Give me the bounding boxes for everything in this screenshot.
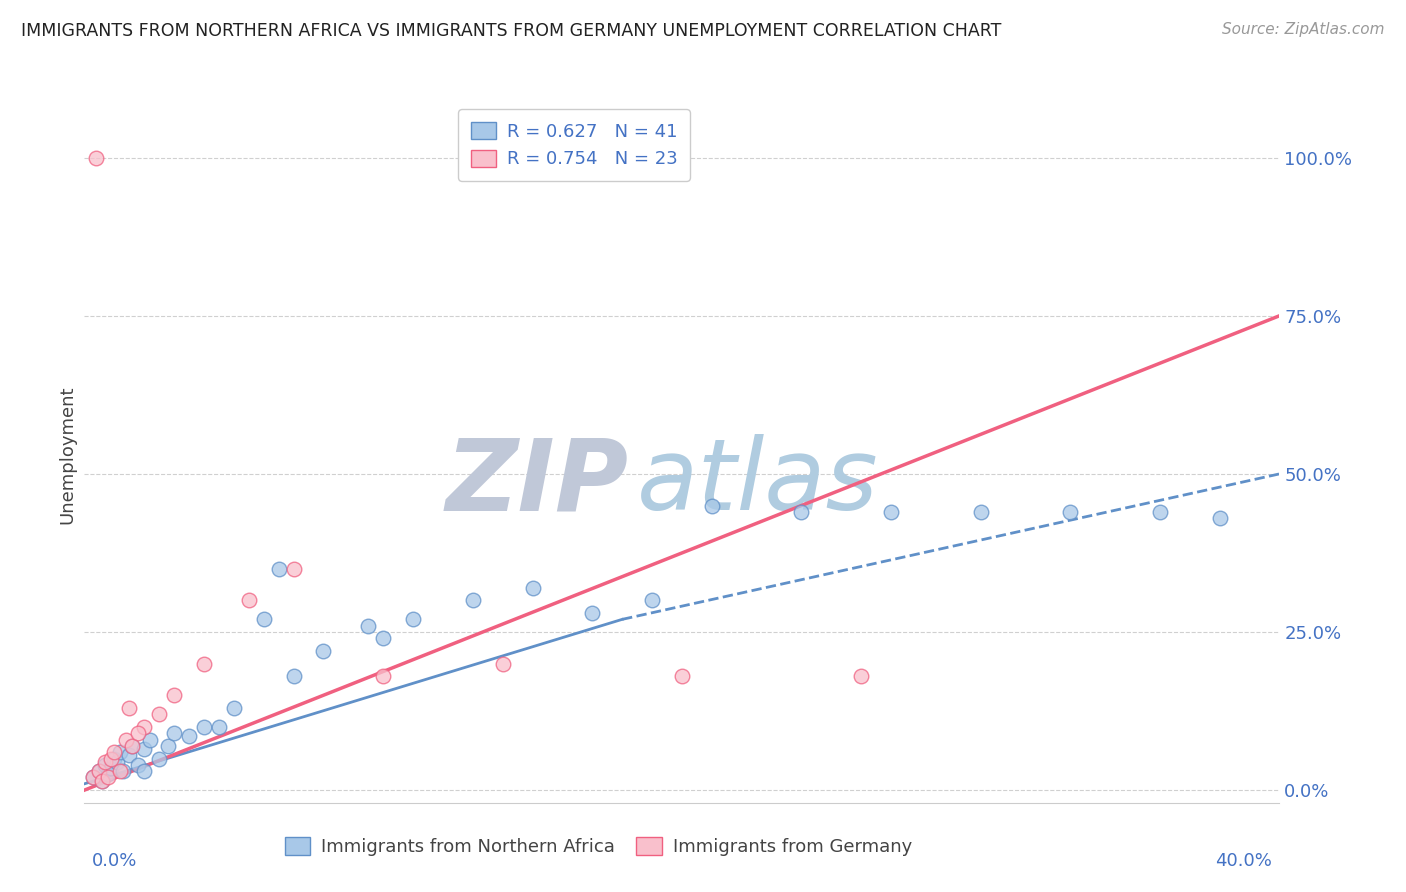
Point — [110, 745, 132, 759]
Point — [89, 764, 111, 779]
Point — [139, 732, 162, 747]
Point — [121, 739, 143, 753]
Point — [970, 505, 993, 519]
Point — [312, 644, 335, 658]
Point — [1209, 511, 1232, 525]
Point — [522, 581, 544, 595]
Point — [118, 701, 141, 715]
Point — [253, 612, 276, 626]
Point — [790, 505, 813, 519]
Legend: Immigrants from Northern Africa, Immigrants from Germany: Immigrants from Northern Africa, Immigra… — [277, 830, 920, 863]
Point — [1059, 505, 1081, 519]
Point — [115, 732, 138, 747]
Y-axis label: Unemployment: Unemployment — [58, 385, 76, 524]
Point — [373, 632, 395, 646]
Point — [94, 755, 117, 769]
Point — [461, 593, 484, 607]
Point — [267, 562, 290, 576]
Point — [163, 688, 186, 702]
Point — [103, 745, 125, 759]
Point — [700, 499, 723, 513]
Point — [208, 720, 231, 734]
Point — [177, 730, 200, 744]
Point — [127, 757, 149, 772]
Point — [100, 751, 122, 765]
Point — [103, 751, 125, 765]
Point — [97, 767, 120, 781]
Point — [100, 761, 122, 775]
Text: Source: ZipAtlas.com: Source: ZipAtlas.com — [1222, 22, 1385, 37]
Point — [222, 701, 245, 715]
Point — [1149, 505, 1171, 519]
Point — [880, 505, 903, 519]
Point — [357, 618, 380, 632]
Text: 40.0%: 40.0% — [1216, 852, 1272, 870]
Point — [110, 764, 132, 779]
Point — [581, 606, 603, 620]
Point — [402, 612, 425, 626]
Text: 0.0%: 0.0% — [91, 852, 136, 870]
Point — [283, 562, 305, 576]
Point — [127, 726, 149, 740]
Point — [112, 764, 135, 779]
Text: ZIP: ZIP — [446, 434, 628, 532]
Point — [283, 669, 305, 683]
Point — [82, 771, 104, 785]
Point — [91, 773, 114, 788]
Point — [148, 707, 170, 722]
Point — [94, 757, 117, 772]
Point — [163, 726, 186, 740]
Point — [193, 657, 215, 671]
Point — [82, 771, 104, 785]
Point — [148, 751, 170, 765]
Point — [671, 669, 693, 683]
Point — [118, 748, 141, 763]
Point — [121, 739, 143, 753]
Point — [91, 773, 114, 788]
Point — [132, 764, 156, 779]
Point — [851, 669, 873, 683]
Point — [86, 151, 108, 165]
Point — [105, 755, 128, 769]
Point — [97, 771, 120, 785]
Point — [492, 657, 515, 671]
Point — [238, 593, 260, 607]
Text: atlas: atlas — [637, 434, 879, 532]
Point — [89, 764, 111, 779]
Point — [157, 739, 180, 753]
Point — [641, 593, 664, 607]
Point — [373, 669, 395, 683]
Point — [193, 720, 215, 734]
Point — [132, 742, 156, 756]
Text: IMMIGRANTS FROM NORTHERN AFRICA VS IMMIGRANTS FROM GERMANY UNEMPLOYMENT CORRELAT: IMMIGRANTS FROM NORTHERN AFRICA VS IMMIG… — [21, 22, 1001, 40]
Point — [132, 720, 156, 734]
